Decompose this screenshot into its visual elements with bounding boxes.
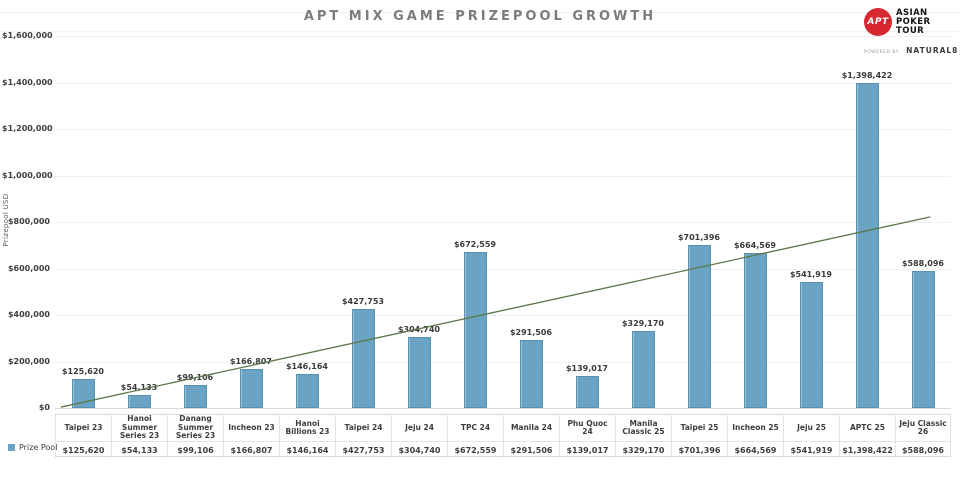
apt-logo-badge: APT bbox=[864, 8, 892, 36]
y-tick-label: $200,000 bbox=[7, 356, 50, 366]
gridline-$1,400,000 bbox=[55, 82, 951, 84]
apt-logo-badge-text: APT bbox=[867, 17, 889, 27]
title-divider bbox=[0, 31, 960, 32]
table-value-cell: $125,620 bbox=[55, 441, 111, 458]
y-tick-label: $600,000 bbox=[7, 263, 50, 273]
bar-value-label: $146,164 bbox=[285, 362, 328, 372]
bar-taipei-24 bbox=[351, 308, 375, 408]
powered-by-label: POWERED BY bbox=[864, 50, 900, 55]
gridline-$1,600,000 bbox=[55, 36, 951, 37]
bar-aptc-25 bbox=[855, 82, 879, 408]
bar-taipei-23 bbox=[71, 378, 95, 408]
bar-value-label: $304,740 bbox=[397, 325, 440, 335]
bar-incheon-23 bbox=[239, 369, 263, 408]
legend-swatch-prize-pool bbox=[8, 443, 15, 451]
bar-value-label: $99,106 bbox=[176, 372, 214, 382]
gridline-$1,200,000 bbox=[55, 129, 951, 130]
bar-jeju-25 bbox=[799, 282, 823, 408]
legend: Prize Pool bbox=[8, 439, 57, 455]
gridline-$0 bbox=[55, 408, 951, 409]
table-category-cell: Incheon 25 bbox=[727, 415, 783, 441]
bar-value-label: $329,170 bbox=[621, 319, 664, 329]
table-category-cell: Taipei 24 bbox=[335, 415, 391, 441]
table-category-cell: Hanoi Summer Series 23 bbox=[111, 415, 167, 441]
apt-logo: APT ASIAN POKER TOUR POWERED BY NATURAL8 bbox=[864, 7, 957, 57]
bar-value-label: $672,559 bbox=[453, 239, 496, 249]
y-tick-label: $0 bbox=[38, 403, 50, 412]
table-value-cell: $291,506 bbox=[503, 441, 559, 458]
bar-taipei-25 bbox=[687, 244, 711, 408]
table-category-cell: Hanoi Billions 23 bbox=[279, 415, 335, 441]
table-value-cell: $139,017 bbox=[559, 441, 615, 458]
y-tick-label: $800,000 bbox=[7, 217, 50, 226]
table-value-cell: $329,170 bbox=[615, 441, 671, 458]
table-value-cell: $54,133 bbox=[111, 441, 167, 458]
chart-title: APT MIX GAME PRIZEPOOL GROWTH bbox=[303, 9, 657, 24]
y-tick-label: $1,400,000 bbox=[2, 77, 53, 87]
logo-word-poker: POKER bbox=[896, 16, 931, 27]
apt-logo-wordmark: ASIAN POKER TOUR bbox=[896, 7, 931, 36]
bar-value-label: $1,398,422 bbox=[841, 70, 893, 80]
y-tick-label: $1,200,000 bbox=[2, 124, 53, 133]
table-value-cell: $427,753 bbox=[335, 441, 391, 458]
table-category-cell: Danang Summer Series 23 bbox=[167, 415, 223, 441]
table-category-cell: TPC 24 bbox=[447, 415, 503, 441]
table-category-cell: APTC 25 bbox=[839, 415, 895, 441]
table-category-cell: Taipei 25 bbox=[671, 415, 727, 441]
table-value-cell: $304,740 bbox=[391, 441, 447, 458]
logo-word-tour: TOUR bbox=[896, 25, 925, 36]
table-value-cell: $1,398,422 bbox=[839, 441, 895, 458]
y-tick-label: $1,000,000 bbox=[2, 170, 53, 180]
legend-label: Prize Pool bbox=[19, 442, 58, 452]
powered-by-line: POWERED BY NATURAL8 bbox=[864, 38, 957, 57]
bar-value-label: $139,017 bbox=[565, 363, 608, 373]
table-value-cell: $541,919 bbox=[783, 441, 839, 458]
table-category-cell: Jeju Classic 26 bbox=[895, 415, 951, 441]
bar-value-label: $291,506 bbox=[509, 328, 552, 338]
bar-value-label: $588,096 bbox=[901, 259, 944, 269]
data-table: Taipei 23 $125,620 Hanoi Summer Series 23 $… bbox=[55, 414, 951, 458]
bar-danang-summer-series-23 bbox=[183, 384, 207, 408]
table-category-cell: Taipei 23 bbox=[55, 415, 111, 441]
bar-incheon-25 bbox=[743, 253, 767, 408]
table-category-cell: Jeju 24 bbox=[391, 415, 447, 441]
table-category-cell: Phu Quoc 24 bbox=[559, 415, 615, 441]
bar-jeju-24 bbox=[407, 337, 431, 408]
bar-manila-24 bbox=[519, 340, 543, 408]
partner-logo-natural8: NATURAL8 bbox=[906, 46, 959, 55]
table-value-cell: $664,569 bbox=[727, 441, 783, 458]
y-tick-label: $400,000 bbox=[7, 310, 50, 319]
table-value-cell: $588,096 bbox=[895, 441, 951, 458]
y-tick-label: $1,600,000 bbox=[2, 31, 53, 40]
bar-manila-classic-25 bbox=[631, 331, 655, 408]
bar-value-label: $125,620 bbox=[61, 366, 104, 376]
table-value-cell: $701,396 bbox=[671, 441, 727, 458]
table-category-cell: Jeju 25 bbox=[783, 415, 839, 441]
gridline-$800,000 bbox=[55, 222, 951, 223]
bar-value-label: $427,753 bbox=[341, 296, 384, 306]
bar-jeju-classic-26 bbox=[911, 271, 935, 408]
table-value-cell: $146,164 bbox=[279, 441, 335, 458]
table-value-cell: $672,559 bbox=[447, 441, 503, 458]
bar-value-label: $541,919 bbox=[789, 270, 832, 279]
logo-word-asian: ASIAN bbox=[896, 7, 928, 18]
bar-value-label: $54,133 bbox=[120, 383, 158, 393]
bar-phu-quoc-24 bbox=[575, 375, 599, 408]
table-category-cell: Incheon 23 bbox=[223, 415, 279, 441]
bar-hanoi-billions-23 bbox=[295, 374, 319, 408]
bar-tpc-24 bbox=[463, 251, 487, 408]
bar-value-label: $664,569 bbox=[733, 241, 776, 251]
table-category-cell: Manila 24 bbox=[503, 415, 559, 441]
table-value-cell: $166,807 bbox=[223, 441, 279, 458]
top-divider bbox=[0, 12, 960, 13]
bar-hanoi-summer-series-23 bbox=[127, 395, 151, 408]
table-value-cell: $99,106 bbox=[167, 441, 223, 458]
table-category-cell: Manila Classic 25 bbox=[615, 415, 671, 441]
gridline-$1,000,000 bbox=[55, 175, 951, 177]
